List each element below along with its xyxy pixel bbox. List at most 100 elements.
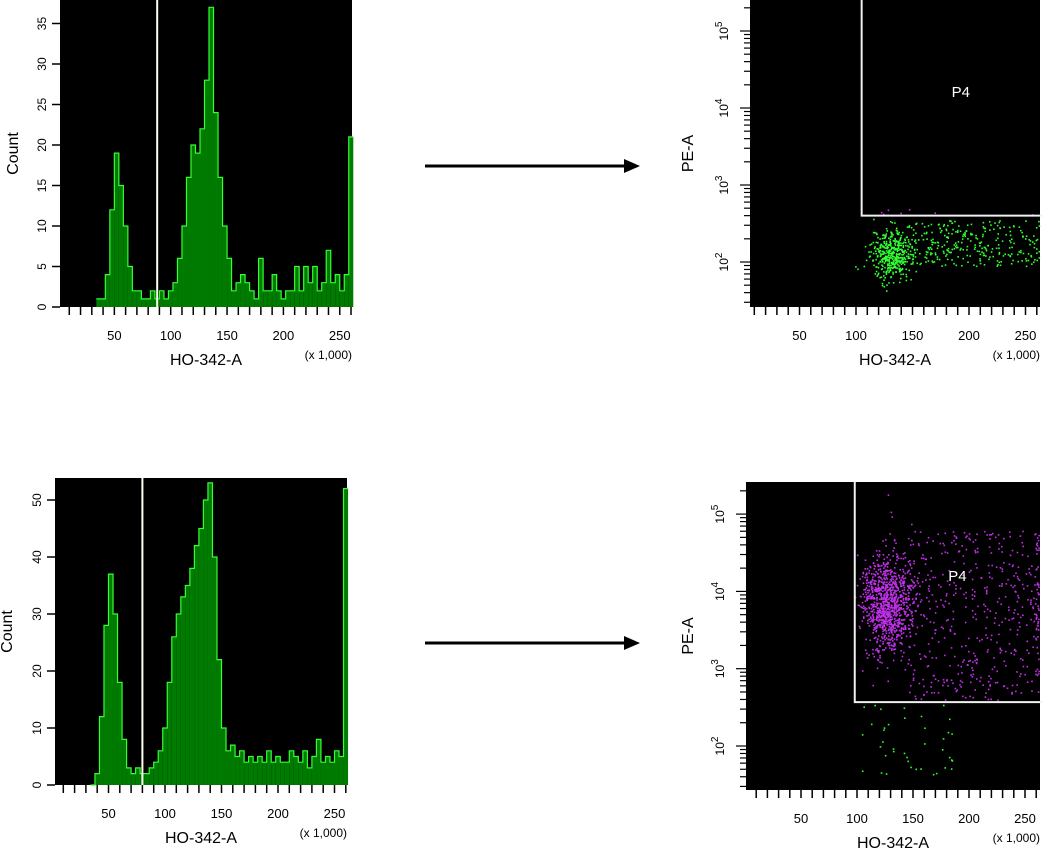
event-dot	[885, 613, 887, 616]
event-dot	[998, 624, 1000, 627]
event-dot	[872, 632, 874, 634]
event-dot	[1032, 606, 1034, 608]
event-dot	[903, 589, 906, 591]
event-dot	[898, 265, 900, 267]
event-dot	[892, 263, 895, 266]
event-dot	[888, 612, 891, 614]
event-dot	[975, 618, 978, 621]
event-dot	[870, 243, 873, 245]
x-tick-label: 100	[846, 811, 868, 826]
event-dot	[927, 588, 930, 590]
event-dot	[1029, 240, 1032, 242]
event-dot	[959, 249, 962, 251]
event-dot	[872, 684, 875, 687]
event-dot	[887, 264, 890, 266]
event-dot	[922, 554, 924, 556]
event-dot	[881, 573, 884, 576]
event-dot	[891, 618, 894, 621]
event-dot	[981, 247, 983, 250]
event-dot	[956, 231, 959, 234]
x-tick-label: 50	[794, 811, 808, 826]
event-dot	[895, 254, 898, 256]
event-dot	[906, 255, 908, 258]
event-dots	[855, 208, 1041, 292]
event-dot	[970, 223, 973, 226]
event-dot	[905, 593, 907, 595]
event-dot	[864, 576, 866, 579]
event-dot	[886, 620, 888, 623]
event-dot	[1026, 649, 1029, 652]
event-dot	[1038, 225, 1041, 227]
x-tick-label: 100	[845, 328, 867, 343]
x-axis-label: HO-342-A	[170, 352, 242, 369]
event-dot	[982, 221, 985, 224]
event-dot	[937, 244, 940, 247]
event-dot	[889, 236, 892, 238]
event-dot	[882, 554, 885, 556]
event-dot	[954, 571, 957, 574]
event-dot	[892, 247, 894, 249]
histogram-bar	[339, 290, 345, 307]
event-dot	[884, 634, 886, 637]
event-dot	[965, 230, 968, 232]
event-dot	[946, 240, 948, 243]
event-dot	[1021, 554, 1024, 556]
event-dot	[911, 523, 913, 526]
event-dot	[872, 252, 875, 255]
event-dot	[953, 248, 956, 250]
event-dot	[890, 644, 893, 647]
event-dot	[908, 609, 911, 611]
event-dot	[882, 619, 885, 621]
event-dot	[969, 538, 972, 541]
event-dot	[880, 254, 882, 257]
event-dot	[878, 620, 880, 623]
event-dot	[1037, 636, 1039, 638]
event-dot	[892, 586, 894, 589]
event-dot	[1038, 670, 1040, 673]
event-dot	[868, 595, 871, 597]
event-dot	[989, 537, 991, 540]
event-dot	[1013, 612, 1015, 614]
event-dot	[893, 547, 895, 549]
event-dot	[884, 256, 887, 259]
event-dot	[886, 642, 889, 645]
event-dot	[886, 614, 889, 617]
event-dot	[929, 621, 932, 623]
event-dot	[887, 589, 889, 592]
event-dot	[1004, 253, 1007, 255]
event-dot	[887, 562, 890, 565]
event-dot	[968, 571, 971, 573]
event-dot	[934, 612, 937, 614]
event-dot	[886, 591, 888, 593]
event-dot	[912, 586, 914, 589]
event-dot	[1038, 547, 1040, 549]
event-dot	[886, 569, 888, 572]
event-dot	[935, 600, 937, 603]
histogram-bar	[311, 756, 317, 785]
histogram-bar	[266, 750, 272, 785]
event-dot	[980, 577, 983, 579]
event-dot	[866, 589, 869, 592]
event-dot	[900, 269, 903, 271]
histogram-bar	[244, 762, 249, 785]
y-tick-label: 105	[714, 21, 731, 40]
event-dot	[957, 246, 959, 249]
event-dot	[990, 552, 993, 554]
event-dot	[900, 614, 902, 616]
event-dot	[889, 533, 891, 535]
event-dot	[882, 628, 884, 630]
event-dot	[881, 258, 884, 261]
event-dot	[878, 607, 880, 609]
event-dot	[957, 551, 960, 553]
y-tick-label: 103	[714, 175, 731, 194]
event-dot	[873, 264, 875, 267]
event-dot	[864, 649, 867, 651]
event-dot	[898, 619, 900, 622]
event-dot	[970, 232, 972, 235]
event-dot	[877, 623, 880, 626]
event-dot	[953, 244, 956, 246]
event-dot	[882, 275, 885, 277]
event-dot	[939, 227, 941, 230]
event-dot	[930, 252, 932, 254]
histogram-bar	[189, 568, 195, 785]
